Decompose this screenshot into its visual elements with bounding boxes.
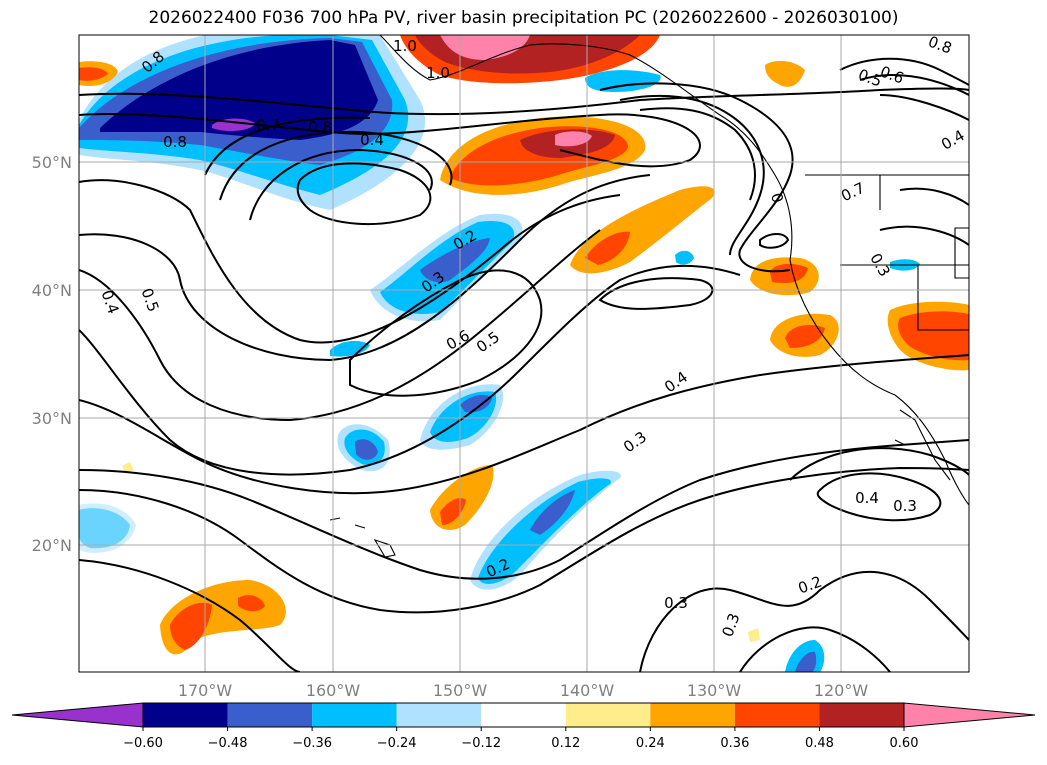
colorbar-segment	[819, 703, 904, 727]
pv-contour-label: 0.6	[443, 326, 473, 354]
pv-contour-label: 0.7	[838, 179, 867, 205]
colorbar-tick-label: −0.48	[208, 736, 248, 751]
colorbar-tick-label: 0.24	[636, 736, 665, 751]
coastline	[329, 35, 969, 558]
pv-contour-label: 0.8	[163, 133, 187, 151]
colorbar-tick-label: −0.60	[123, 736, 163, 751]
fill-20n-o	[430, 465, 494, 530]
fill-small3	[765, 60, 805, 87]
pv-contour-label: 0.2	[796, 572, 825, 597]
pv-contour-label: 0.4	[661, 368, 691, 396]
colorbar: −0.60 −0.48 −0.36 −0.24 −0.12 0.12 0.24 0.36 0.4…	[11, 702, 1036, 751]
pv-contour-label: 0.3	[718, 611, 743, 640]
colorbar-segment	[396, 703, 482, 727]
lat-label-30n: 30°N	[32, 409, 72, 428]
fill-15n-r2	[238, 595, 265, 612]
colorbar-extend-low	[11, 702, 144, 728]
pv-contour-label: 0.8	[308, 118, 332, 136]
lon-label-120w: 120°W	[814, 681, 869, 700]
pv-contour-label: 0.3	[620, 428, 650, 456]
colorbar-extend-high	[903, 702, 1036, 728]
fill-40n-b3	[420, 238, 490, 283]
lat-lon-grid	[79, 35, 969, 672]
pv-contours	[79, 57, 969, 672]
fill-small-b	[585, 70, 661, 92]
colorbar-tick-label: 0.12	[551, 736, 580, 751]
colorbar-segment	[481, 703, 566, 727]
lat-label-20n: 20°N	[32, 536, 72, 555]
colorbar-tick-label: 0.48	[805, 736, 834, 751]
fill-r4	[440, 35, 530, 60]
colorbar-segment	[143, 703, 228, 727]
pv-contour-label: 0	[767, 191, 787, 205]
colorbar-tick-label: 0.60	[890, 736, 919, 751]
fill-wc2-r	[785, 325, 825, 348]
colorbar-segment	[312, 703, 397, 727]
colorbar-segment	[565, 703, 651, 727]
pv-contour-label: 0.3	[866, 250, 894, 280]
fill-e-r	[898, 311, 969, 361]
lon-label-150w: 150°W	[433, 681, 488, 700]
fill-20nb-b3	[530, 490, 575, 535]
colorbar-tick-label: −0.24	[377, 736, 417, 751]
fill-small1	[330, 340, 370, 357]
pv-contour-label: 0.4	[360, 131, 384, 149]
pv-contour-label: 1.0	[393, 37, 417, 55]
colorbar-tick-label: −0.12	[461, 736, 501, 751]
pv-contour-label: 0.3	[664, 594, 688, 612]
pv-contour-label: 0.7	[256, 116, 280, 134]
colorbar-tick-label: 0.36	[720, 736, 749, 751]
fill-15n-r	[170, 602, 212, 650]
pv-contour-label: 0.4	[938, 126, 968, 154]
lon-label-170w: 170°W	[178, 681, 233, 700]
fill-30n2-b3	[355, 439, 378, 460]
fill-small2	[675, 250, 694, 265]
pv-contour-label: 1.0	[426, 64, 450, 82]
pv-contour-label: 0.4	[97, 288, 122, 317]
colorbar-segment	[650, 703, 735, 727]
map-frame	[78, 34, 970, 673]
pv-contour-label: 0.3	[893, 497, 917, 515]
pv-contour-label: 0.5	[473, 328, 503, 356]
map-title: 2026022400 F036 700 hPa PV, river basin …	[148, 8, 899, 28]
fill-br-b3	[795, 651, 817, 672]
lon-label-160w: 160°W	[306, 681, 361, 700]
fill-b2	[100, 40, 378, 140]
fill-small5	[748, 628, 760, 642]
pv-contour-label: 0.4	[855, 489, 879, 507]
fill-30n-b3	[460, 394, 492, 413]
fill-40n-r	[585, 231, 630, 265]
lat-label-50n: 50°N	[32, 153, 72, 172]
colorbar-frame	[142, 702, 905, 728]
fill-mid-pk	[555, 131, 592, 147]
lon-label-140w: 140°W	[560, 681, 615, 700]
colorbar-segment	[734, 703, 820, 727]
colorbar-tick-label: −0.36	[292, 736, 332, 751]
fill-wc1-r	[770, 263, 808, 284]
pv-contour-label: 0.8	[926, 32, 955, 57]
lat-label-40n: 40°N	[32, 281, 72, 300]
lon-label-130w: 130°W	[687, 681, 742, 700]
pv-contour-label: 0.5	[856, 65, 885, 90]
fill-o-left2	[79, 67, 108, 81]
colorbar-segment	[227, 703, 313, 727]
fill-20n-b5	[79, 503, 136, 553]
